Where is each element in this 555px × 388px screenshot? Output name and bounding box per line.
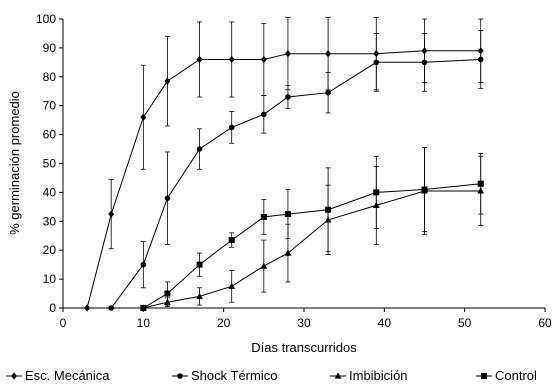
y-tick-label: 60 [43,128,57,142]
data-point-circle [108,305,114,311]
data-point-diamond [196,55,203,64]
data-point-circle [477,56,484,63]
data-point-triangle [196,292,203,300]
data-point-circle [421,59,428,66]
error-bars [108,17,484,307]
legend-marker-triangle [334,372,342,379]
legend-label-circle: Shock Térmico [191,368,277,383]
data-point-square [164,290,171,297]
data-point-circle [285,94,291,100]
data-point-diamond [477,47,484,55]
y-tick-label: 40 [43,185,57,199]
y-tick-label: 0 [49,301,56,315]
legend-label-square: Control [495,368,537,383]
data-point-triangle [477,187,485,194]
x-tick-label: 50 [458,316,472,330]
x-tick-label: 30 [297,316,311,330]
legend-label-diamond: Esc. Mecánica [25,368,110,383]
data-point-square [421,186,428,193]
series-lines [86,50,481,309]
series-line-circle [110,59,481,309]
x-tick-label: 10 [137,316,151,330]
y-tick-label: 80 [43,70,57,84]
y-tick-label: 20 [43,243,57,257]
data-point-diamond [140,113,147,121]
data-point-square [284,211,291,218]
data-point-diamond [373,50,380,58]
data-point-triangle [260,262,268,269]
data-point-diamond [260,55,267,64]
data-point-triangle [372,201,380,209]
data-point-diamond [325,50,332,58]
data-point-circle [140,261,147,268]
data-point-triangle [284,249,292,256]
legend-marker-square [481,373,487,379]
chart-legend: Esc. Mecánica Shock Térmico Imbibición Cont… [6,368,537,383]
data-point-circle [261,111,267,118]
y-tick-label: 100 [36,12,56,26]
data-point-square [373,189,380,196]
y-axis-label: % germinación promedio [7,91,22,235]
legend-marker-circle [177,373,183,379]
data-point-square [325,206,332,213]
data-point-triangle [228,282,236,289]
data-point-diamond [421,47,428,55]
series-line-diamond [86,50,481,309]
series-line-square [143,183,481,309]
chart-axes: 0 10 20 30 40 50 60 70 80 90 100 0 10 20 30 40 50 60 [36,12,552,330]
data-point-triangle [324,216,332,223]
data-point-square [140,305,147,311]
series-markers [84,47,485,312]
data-point-circle [325,89,331,96]
x-tick-label: 0 [60,316,67,330]
data-point-square [228,237,235,244]
series-line-triangle [143,190,481,309]
data-point-diamond [284,50,291,58]
y-tick-label: 50 [43,157,57,171]
y-tick-label: 10 [43,272,57,286]
x-tick-label: 20 [217,316,231,330]
data-point-diamond [228,55,235,64]
y-tick-label: 70 [43,99,57,113]
y-tick-label: 90 [43,41,57,55]
data-point-circle [196,146,203,152]
data-point-square [260,213,267,220]
data-point-circle [373,59,380,66]
data-point-circle [228,124,235,131]
x-tick-label: 40 [378,316,392,330]
legend-label-triangle: Imbibición [349,368,408,383]
data-point-triangle [164,298,171,305]
data-point-diamond [164,77,171,85]
x-axis-label: Días transcurridos [251,340,357,355]
data-point-diamond [84,304,91,312]
data-point-square [196,261,203,268]
data-point-circle [164,195,171,201]
legend-marker-diamond [11,372,17,380]
y-tick-label: 30 [43,214,57,228]
data-point-square [477,180,484,187]
x-tick-label: 60 [538,316,552,330]
data-point-diamond [108,210,115,218]
